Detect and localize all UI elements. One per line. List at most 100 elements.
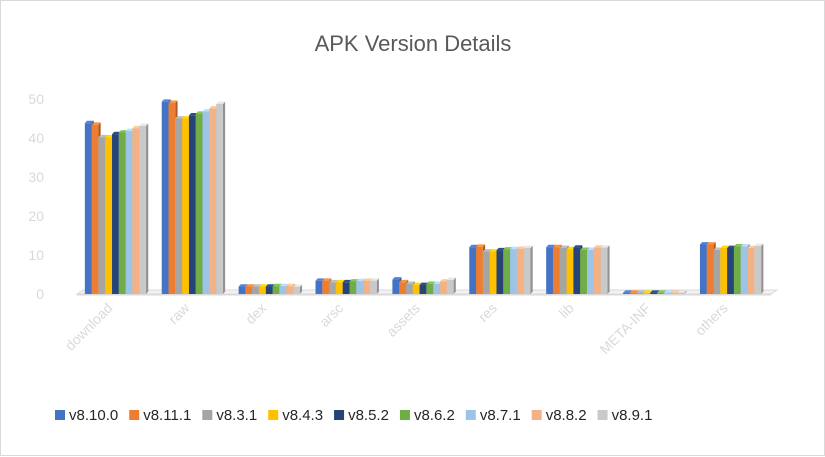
bar-top bbox=[182, 116, 192, 119]
legend-item: v8.3.1 bbox=[202, 407, 257, 424]
bar-top bbox=[733, 244, 743, 247]
bar-side bbox=[453, 277, 456, 294]
bar-top bbox=[489, 249, 499, 252]
legend-label: v8.4.3 bbox=[282, 407, 323, 424]
bar-side bbox=[376, 278, 379, 294]
bar-top bbox=[168, 100, 178, 103]
bar-front bbox=[516, 248, 524, 294]
legend-item: v8.10.0 bbox=[55, 407, 118, 424]
y-tick-label: 50 bbox=[28, 91, 44, 107]
bar-top bbox=[132, 125, 142, 129]
bar-front bbox=[245, 286, 253, 294]
bar-top bbox=[406, 281, 415, 284]
bar-front bbox=[238, 286, 246, 294]
bar-front bbox=[161, 101, 169, 294]
bar-top bbox=[593, 245, 603, 248]
bar-top bbox=[272, 283, 282, 287]
bar-top bbox=[476, 244, 486, 247]
bar-front bbox=[433, 283, 440, 294]
bar-side bbox=[684, 290, 687, 294]
bar-front bbox=[392, 279, 400, 294]
legend-swatch bbox=[202, 410, 213, 420]
bar-top bbox=[663, 290, 673, 293]
bar-front bbox=[349, 281, 357, 294]
bar-top bbox=[546, 244, 556, 248]
x-tick-label: arsc bbox=[316, 300, 346, 330]
bar-top bbox=[740, 244, 750, 247]
bar-front bbox=[600, 247, 608, 294]
legend-label: v8.3.1 bbox=[216, 407, 257, 424]
bar-front bbox=[419, 285, 427, 294]
bar-top bbox=[322, 278, 332, 281]
bar-front bbox=[559, 247, 567, 294]
bar-front bbox=[593, 247, 601, 294]
bar-front bbox=[279, 286, 287, 294]
bar-front bbox=[643, 292, 651, 294]
bar-top bbox=[677, 290, 687, 293]
bar-side bbox=[146, 123, 149, 294]
bar-top bbox=[252, 284, 262, 287]
legend-label: v8.11.1 bbox=[143, 407, 191, 424]
x-tick-label: dex bbox=[242, 300, 269, 327]
legend-swatch bbox=[129, 410, 140, 420]
bar-top bbox=[629, 290, 639, 293]
legend-item: v8.4.3 bbox=[268, 407, 323, 424]
bar-front bbox=[552, 247, 560, 294]
bar-top bbox=[91, 122, 101, 125]
bar-front bbox=[677, 292, 685, 294]
bar-front bbox=[286, 286, 294, 294]
x-tick-label: assets bbox=[383, 300, 423, 340]
bar bbox=[446, 277, 456, 294]
bar-front bbox=[720, 247, 728, 294]
legend-swatch bbox=[334, 410, 345, 420]
bar-front bbox=[406, 283, 413, 294]
bar-top bbox=[523, 245, 533, 248]
bar-top bbox=[623, 290, 633, 293]
bar-top bbox=[426, 281, 436, 284]
bar-front bbox=[546, 247, 553, 294]
bar-top bbox=[286, 283, 296, 287]
bar-front bbox=[105, 137, 113, 294]
bar-front bbox=[727, 247, 734, 294]
legend-item: v8.8.2 bbox=[531, 407, 587, 424]
bar-top bbox=[363, 278, 373, 281]
bar-front bbox=[510, 249, 517, 294]
x-tick-label: META-INF bbox=[596, 300, 653, 357]
y-tick-label: 0 bbox=[36, 286, 44, 302]
legend-item: v8.7.1 bbox=[465, 407, 521, 424]
bar-top bbox=[195, 111, 205, 114]
bar-front bbox=[139, 125, 147, 294]
bar-side bbox=[530, 245, 533, 294]
bar-front bbox=[503, 249, 511, 294]
legend-item: v8.9.1 bbox=[597, 407, 652, 424]
bar-top bbox=[112, 131, 122, 135]
bar-front bbox=[84, 123, 92, 295]
x-tick-label: lib bbox=[556, 300, 577, 321]
bar-front bbox=[623, 292, 630, 294]
bar-top bbox=[293, 284, 303, 287]
bar-top bbox=[657, 290, 667, 293]
bar-front bbox=[369, 280, 377, 294]
bar-front bbox=[573, 247, 581, 294]
bar-top bbox=[335, 279, 345, 283]
bar-front bbox=[363, 280, 370, 294]
chart-title: APK Version Details bbox=[315, 31, 512, 56]
bar-top bbox=[265, 284, 275, 287]
bar-front bbox=[489, 251, 497, 294]
bar-side bbox=[222, 101, 226, 294]
bar-front bbox=[168, 102, 176, 295]
legend-label: v8.7.1 bbox=[480, 407, 521, 424]
bar-top bbox=[342, 279, 352, 283]
x-axis-ticks: download raw dex arsc assets res lib META-INF ot… bbox=[62, 299, 731, 357]
bar-top bbox=[516, 246, 526, 249]
bar-front bbox=[293, 286, 300, 294]
bar-front bbox=[175, 118, 183, 294]
bar-front bbox=[699, 244, 707, 294]
bar-front bbox=[566, 249, 574, 294]
bar-front bbox=[446, 279, 454, 294]
legend-item: v8.11.1 bbox=[129, 407, 191, 424]
bar-front bbox=[629, 292, 637, 294]
bar-front bbox=[412, 285, 420, 294]
bar-front bbox=[663, 292, 671, 294]
bar-top bbox=[238, 284, 248, 287]
